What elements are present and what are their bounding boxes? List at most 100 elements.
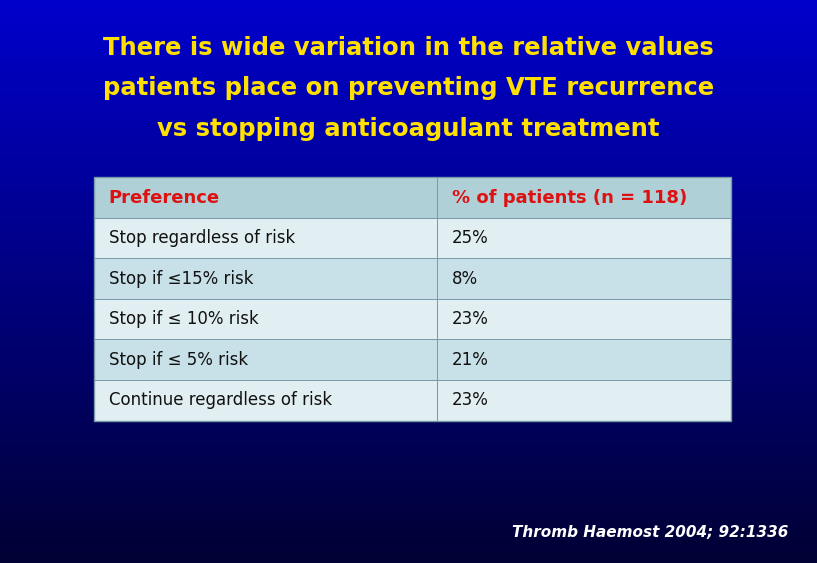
Bar <box>0 158 817 160</box>
Bar <box>0 400 817 403</box>
Text: 8%: 8% <box>452 270 478 288</box>
Bar <box>0 524 817 526</box>
Bar <box>0 107 817 110</box>
Bar <box>0 346 817 349</box>
Bar <box>0 127 817 129</box>
Bar <box>0 349 817 352</box>
Bar <box>94 299 731 339</box>
Bar <box>0 332 817 335</box>
Bar <box>0 245 817 248</box>
Bar <box>0 301 817 304</box>
Text: Thromb Haemost 2004; 92:1336: Thromb Haemost 2004; 92:1336 <box>512 525 788 539</box>
Bar <box>0 521 817 524</box>
Bar <box>0 501 817 504</box>
Bar <box>0 228 817 231</box>
Bar <box>0 343 817 346</box>
Bar <box>0 251 817 253</box>
Bar <box>0 203 817 205</box>
Bar <box>0 493 817 495</box>
Bar <box>0 549 817 552</box>
Bar <box>0 53 817 56</box>
Bar <box>0 211 817 214</box>
Bar <box>0 442 817 445</box>
Bar <box>0 397 817 400</box>
Bar <box>94 177 731 218</box>
Bar <box>0 73 817 76</box>
Text: 23%: 23% <box>452 310 489 328</box>
Bar <box>0 110 817 113</box>
Bar <box>0 403 817 405</box>
Bar <box>0 498 817 501</box>
Bar <box>0 70 817 73</box>
Bar <box>0 315 817 318</box>
Bar <box>0 194 817 197</box>
Bar <box>0 428 817 431</box>
Bar <box>0 512 817 515</box>
Bar <box>0 439 817 442</box>
Bar <box>0 3 817 6</box>
Bar <box>0 360 817 363</box>
Bar <box>0 456 817 459</box>
Bar <box>0 23 817 25</box>
Bar <box>0 93 817 96</box>
Bar <box>0 532 817 535</box>
Bar <box>0 87 817 90</box>
Bar <box>0 214 817 217</box>
Bar <box>0 543 817 546</box>
Bar <box>0 518 817 521</box>
Bar <box>0 290 817 293</box>
Bar <box>0 510 817 512</box>
Bar <box>0 222 817 225</box>
Bar <box>0 101 817 104</box>
Bar <box>0 0 817 3</box>
Bar <box>0 450 817 453</box>
Text: Preference: Preference <box>109 189 220 207</box>
Bar <box>0 129 817 132</box>
Bar <box>0 28 817 31</box>
Bar <box>0 307 817 310</box>
Bar <box>0 51 817 53</box>
Bar <box>0 341 817 343</box>
Bar <box>0 459 817 462</box>
Bar <box>94 177 731 421</box>
Bar <box>0 282 817 284</box>
Bar <box>0 495 817 498</box>
Bar <box>0 65 817 68</box>
Bar <box>0 394 817 397</box>
Bar <box>0 557 817 560</box>
Bar <box>0 355 817 358</box>
Bar <box>0 253 817 256</box>
Bar <box>0 312 817 315</box>
Bar <box>0 256 817 259</box>
Bar <box>0 34 817 37</box>
Bar <box>0 270 817 273</box>
Bar <box>0 414 817 417</box>
Bar <box>0 479 817 481</box>
Bar <box>0 39 817 42</box>
Bar <box>0 484 817 487</box>
Bar <box>0 431 817 434</box>
Bar <box>0 146 817 149</box>
Bar <box>0 177 817 180</box>
Bar <box>0 90 817 93</box>
Bar <box>0 265 817 267</box>
Bar <box>0 242 817 245</box>
Bar <box>0 273 817 276</box>
Bar <box>0 149 817 152</box>
Bar <box>0 163 817 166</box>
Bar <box>94 218 731 258</box>
Bar <box>0 25 817 28</box>
Bar <box>0 144 817 146</box>
Bar <box>0 388 817 391</box>
Bar <box>0 436 817 439</box>
Bar <box>0 380 817 383</box>
Bar <box>0 538 817 540</box>
Bar <box>0 473 817 476</box>
Bar <box>0 104 817 107</box>
Bar <box>0 529 817 532</box>
Bar <box>0 82 817 84</box>
Bar <box>0 296 817 298</box>
Text: Stop if ≤ 5% risk: Stop if ≤ 5% risk <box>109 351 248 369</box>
Bar <box>0 200 817 203</box>
Bar <box>0 152 817 155</box>
